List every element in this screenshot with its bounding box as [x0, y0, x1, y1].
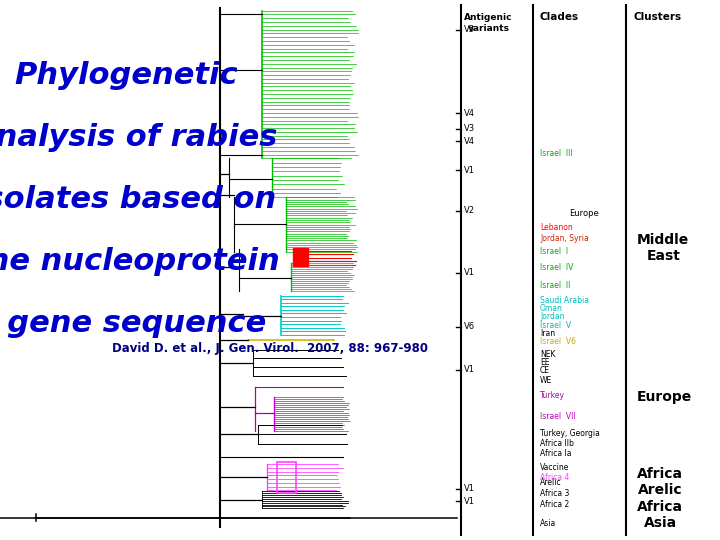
- Text: Israel  V: Israel V: [540, 321, 571, 329]
- Text: V1: V1: [464, 497, 475, 505]
- Text: V2: V2: [464, 206, 475, 215]
- Text: V1: V1: [464, 366, 475, 374]
- Text: Jordan, Syria: Jordan, Syria: [540, 234, 589, 243]
- Text: Jordan: Jordan: [540, 313, 564, 321]
- Text: Clades: Clades: [540, 12, 579, 22]
- Text: Antigenic
variants: Antigenic variants: [464, 14, 513, 33]
- Text: Middle
East: Middle East: [637, 233, 690, 264]
- Text: V4: V4: [464, 109, 475, 118]
- Text: Phylogenetic: Phylogenetic: [14, 61, 238, 90]
- Text: Africa
Asia: Africa Asia: [637, 500, 683, 530]
- Text: Iran: Iran: [540, 329, 555, 338]
- Text: V1: V1: [464, 484, 475, 493]
- Text: Israel  II: Israel II: [540, 281, 570, 289]
- Text: V3: V3: [464, 124, 475, 133]
- Text: WE: WE: [540, 376, 552, 385]
- Bar: [276, 462, 296, 493]
- Text: Israel  VII: Israel VII: [540, 413, 575, 421]
- Text: Europe: Europe: [569, 209, 598, 218]
- Text: Israel  III: Israel III: [540, 150, 572, 158]
- Text: Africa Ia: Africa Ia: [540, 449, 572, 458]
- Text: Africa 2: Africa 2: [540, 501, 570, 509]
- Text: David D. et al., J. Gen. Virol.  2007, 88: 967-980: David D. et al., J. Gen. Virol. 2007, 88…: [112, 342, 428, 355]
- Text: V1: V1: [464, 166, 475, 174]
- Text: Africa 4: Africa 4: [540, 474, 570, 482]
- Text: Israel  IV: Israel IV: [540, 263, 573, 272]
- Text: V5: V5: [464, 25, 475, 34]
- Text: Clusters: Clusters: [634, 12, 682, 22]
- Text: Israel  V6: Israel V6: [540, 338, 576, 346]
- Text: NEK: NEK: [540, 350, 556, 359]
- Text: Israel  I: Israel I: [540, 247, 568, 255]
- Text: V6: V6: [464, 322, 475, 331]
- Text: Africa IIb: Africa IIb: [540, 440, 574, 448]
- Text: Europe: Europe: [637, 390, 693, 404]
- Text: EE: EE: [540, 359, 549, 367]
- Text: the nucleoprotein: the nucleoprotein: [0, 247, 279, 276]
- Text: CE: CE: [540, 367, 550, 375]
- Text: isolates based on: isolates based on: [0, 185, 276, 214]
- Text: Turkey, Georgia: Turkey, Georgia: [540, 429, 600, 438]
- Text: Arelic
Africa 3: Arelic Africa 3: [540, 478, 570, 498]
- Text: Vaccine: Vaccine: [540, 463, 570, 471]
- Text: V4: V4: [464, 137, 475, 146]
- Text: Africa
Arelic: Africa Arelic: [637, 467, 683, 497]
- Text: Turkey: Turkey: [540, 391, 565, 400]
- Bar: [293, 248, 307, 266]
- Text: Saudi Arabia: Saudi Arabia: [540, 296, 589, 305]
- Text: Asia: Asia: [540, 519, 557, 528]
- Text: V1: V1: [464, 268, 475, 277]
- Text: gene sequence: gene sequence: [0, 309, 266, 339]
- Text: analysis of rabies: analysis of rabies: [0, 123, 277, 152]
- Text: Lebanon: Lebanon: [540, 224, 572, 232]
- Text: Oman: Oman: [540, 305, 563, 313]
